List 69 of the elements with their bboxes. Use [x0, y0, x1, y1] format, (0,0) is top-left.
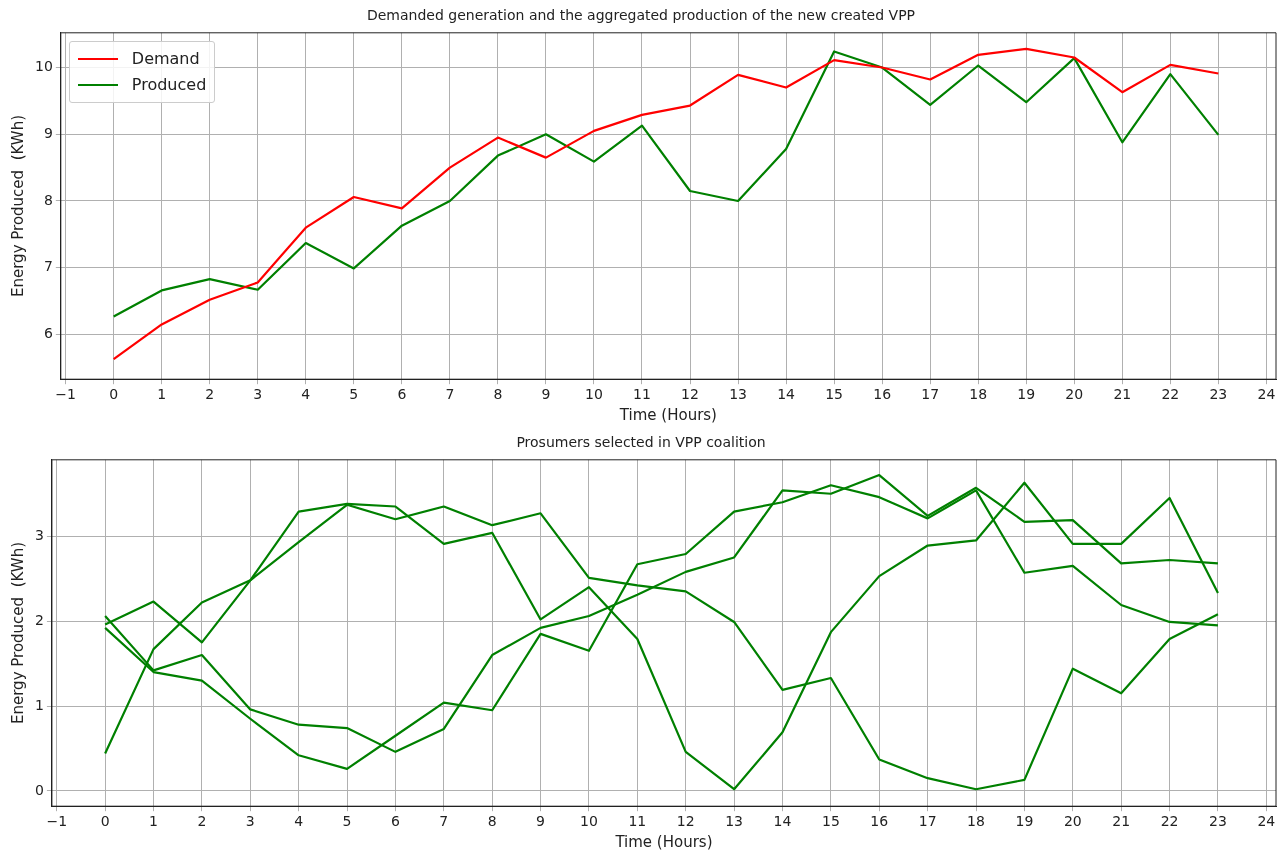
- x-tick-label: 21: [1112, 813, 1131, 830]
- x-tick-label: 8: [487, 813, 497, 830]
- x-tick-label: 22: [1161, 386, 1180, 403]
- y-tick-label: 1: [34, 696, 44, 713]
- y-tick-label: 2: [34, 611, 44, 628]
- x-tick-label: 23: [1209, 386, 1228, 403]
- x-tick-label: 20: [1065, 386, 1084, 403]
- x-tick-label: 23: [1209, 813, 1227, 830]
- y-tick-label: 9: [43, 124, 53, 141]
- x-tick-label: 5: [342, 813, 352, 830]
- y-axis-title: Energy Produced (KWh): [8, 542, 27, 724]
- x-tick-label: 4: [301, 386, 311, 403]
- x-tick-label: 22: [1160, 813, 1179, 830]
- x-axis-title: Time (Hours): [618, 405, 717, 424]
- x-tick-label: −1: [46, 813, 68, 830]
- x-tick-label: 9: [541, 386, 551, 403]
- x-tick-label: 9: [536, 813, 546, 830]
- legend-label: Produced: [131, 75, 207, 95]
- x-tick-label: 0: [109, 386, 119, 403]
- x-tick-label: 3: [253, 386, 263, 403]
- chart-title: Demanded generation and the aggregated production of the new created VPP: [366, 7, 916, 24]
- x-tick-label: 2: [197, 813, 207, 830]
- legend-label: Demand: [131, 49, 200, 69]
- x-tick-label: 10: [580, 813, 598, 830]
- x-tick-label: 11: [633, 386, 651, 403]
- x-tick-label: 11: [628, 813, 647, 830]
- x-tick-label: 17: [921, 386, 940, 403]
- x-tick-label: 1: [157, 386, 167, 403]
- x-tick-label: 4: [294, 813, 304, 830]
- y-tick-label: 3: [34, 526, 44, 543]
- x-tick-label: 13: [729, 386, 747, 403]
- x-tick-label: 17: [918, 813, 937, 830]
- y-tick-label: 0: [34, 781, 44, 798]
- x-tick-label: 8: [493, 386, 503, 403]
- x-tick-label: 12: [676, 813, 695, 830]
- x-tick-label: 14: [777, 386, 796, 403]
- x-tick-label: 18: [969, 386, 988, 403]
- x-tick-label: 6: [390, 813, 400, 830]
- x-tick-label: 24: [1257, 386, 1276, 403]
- x-tick-label: 18: [967, 813, 985, 830]
- x-tick-label: 20: [1063, 813, 1082, 830]
- x-tick-label: 6: [397, 386, 407, 403]
- x-tick-label: −1: [55, 386, 76, 403]
- x-tick-label: 1: [149, 813, 158, 830]
- x-tick-label: 19: [1015, 813, 1034, 830]
- x-tick-label: 13: [725, 813, 744, 830]
- x-tick-label: 16: [870, 813, 889, 830]
- x-tick-label: 7: [439, 813, 449, 830]
- x-tick-label: 24: [1257, 813, 1276, 830]
- x-tick-label: 7: [445, 386, 455, 403]
- x-tick-label: 10: [585, 386, 603, 403]
- x-tick-label: 19: [1017, 386, 1036, 403]
- x-tick-label: 0: [100, 813, 110, 830]
- x-tick-label: 16: [873, 386, 892, 403]
- x-tick-label: 21: [1113, 386, 1132, 403]
- x-tick-label: 15: [821, 813, 840, 830]
- x-tick-label: 14: [773, 813, 792, 830]
- x-tick-label: 15: [825, 386, 844, 403]
- x-tick-label: 2: [205, 386, 215, 403]
- x-tick-label: 3: [245, 813, 255, 830]
- y-tick-label: 7: [43, 258, 53, 275]
- y-tick-label: 6: [43, 325, 53, 342]
- y-tick-label: 8: [43, 191, 53, 208]
- x-axis-title: Time (Hours): [614, 832, 713, 851]
- x-tick-label: 5: [349, 386, 359, 403]
- chart-title: Prosumers selected in VPP coalition: [516, 434, 766, 451]
- y-axis-title: Energy Produced (KWh): [8, 115, 27, 297]
- y-tick-label: 10: [34, 58, 53, 75]
- x-tick-label: 12: [681, 386, 699, 403]
